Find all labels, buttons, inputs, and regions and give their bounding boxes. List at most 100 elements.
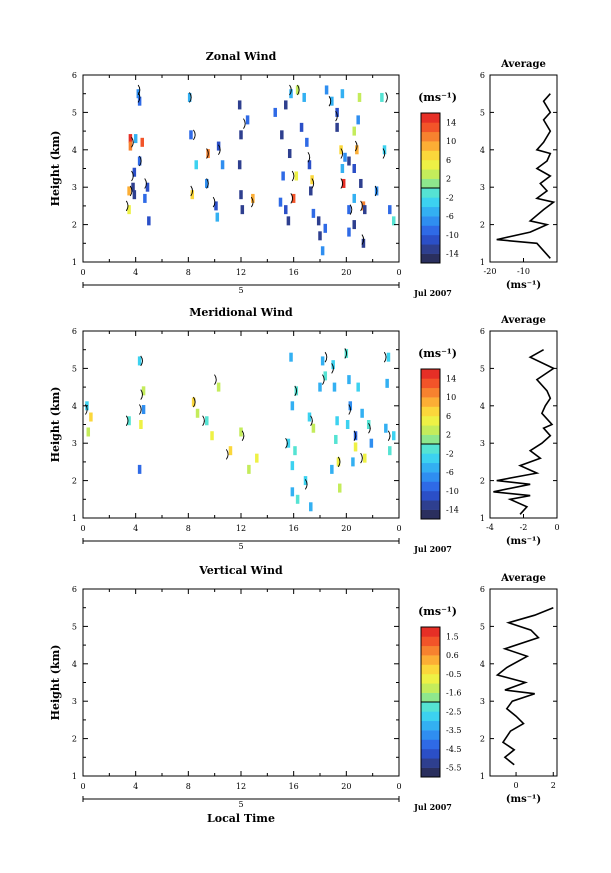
contour-line [206, 178, 209, 189]
contour-line [189, 92, 192, 103]
x-tick-label: 8 [186, 782, 191, 791]
data-cell [369, 438, 374, 448]
data-cell [388, 205, 392, 215]
colorbar-swatch [421, 444, 440, 454]
data-cell [351, 457, 355, 467]
profile-y-tick-label: 3 [480, 183, 485, 192]
y-tick-label: 6 [72, 585, 77, 594]
profile-y-tick-label: 6 [480, 585, 485, 594]
colorbar-swatch [421, 178, 440, 189]
x-tick-label: 8 [186, 268, 191, 277]
contour-line [140, 355, 143, 367]
contour-line [218, 144, 221, 156]
colorbar-swatch [421, 472, 440, 482]
data-cell [380, 92, 384, 102]
data-cell [89, 412, 93, 422]
contour-line [368, 422, 371, 434]
contour-line [331, 363, 334, 374]
data-cell [194, 160, 198, 170]
contour-line [250, 196, 254, 208]
colorbar-tick-label: 1.5 [446, 632, 459, 641]
profile-y-tick-label: 3 [480, 697, 485, 706]
data-cell [290, 487, 295, 497]
data-cell [353, 442, 358, 452]
y-axis-title: Height (km) [49, 387, 62, 463]
colorbar-swatch [421, 490, 440, 501]
data-cell [190, 190, 195, 200]
data-cell [131, 182, 135, 192]
data-cell [303, 476, 308, 486]
contour-line [340, 148, 344, 159]
data-cell [385, 378, 389, 388]
y-tick-label: 3 [72, 697, 77, 706]
colorbar-unit: (ms⁻¹) [418, 347, 457, 360]
contour-line [131, 137, 134, 148]
data-cell [215, 212, 220, 222]
x-tick-label: 12 [236, 524, 246, 533]
y-tick-label: 5 [72, 108, 77, 117]
data-cell [137, 156, 142, 166]
data-cell [339, 145, 343, 155]
data-cell [205, 416, 209, 426]
data-cell [245, 115, 250, 125]
contour-line [193, 396, 196, 408]
contour-line [353, 430, 357, 441]
contour-line [241, 430, 245, 441]
contour-line [328, 95, 332, 107]
colorbar-swatch [421, 141, 440, 151]
data-cell [293, 446, 297, 456]
data-cell [302, 92, 306, 102]
profile-frame [489, 588, 558, 777]
contour-line [243, 118, 246, 129]
colorbar-swatch [421, 369, 440, 379]
profile-title: Average [500, 59, 546, 70]
data-cell [335, 416, 339, 426]
x-tick-label: 16 [289, 268, 299, 277]
contour-line [387, 430, 391, 441]
colorbar-swatch [421, 197, 440, 208]
profile-x-tick-label: -4 [486, 523, 494, 532]
profile-unit: (ms⁻¹) [506, 794, 541, 805]
colorbar-tick-label: -6 [446, 468, 454, 477]
contour-line [361, 234, 365, 245]
contour-line [190, 185, 193, 197]
profile-x-tick-label: -2 [520, 523, 528, 532]
profile-y-tick-label: 6 [480, 327, 485, 336]
profile-y-tick-label: 4 [480, 660, 485, 669]
contour-line [383, 351, 387, 363]
contour-line [297, 84, 300, 96]
contour-line [348, 404, 351, 415]
profile-y-tick-label: 1 [480, 514, 485, 523]
y-tick-label: 5 [72, 622, 77, 631]
colorbar-swatch [421, 453, 440, 464]
data-cell [323, 371, 328, 381]
colorbar-swatch [421, 636, 440, 647]
colorbar-swatch [421, 720, 440, 731]
data-cell [132, 167, 137, 177]
colorbar-swatch [421, 664, 440, 675]
colorbar-swatch [421, 711, 440, 722]
panel-title: Meridional Wind [189, 306, 293, 319]
y-tick-label: 4 [72, 146, 77, 155]
data-cell [352, 126, 356, 136]
x-tick-label: 20 [341, 782, 351, 791]
colorbar-tick-label: -4.5 [446, 745, 461, 754]
data-cell [386, 352, 391, 362]
data-cell [388, 446, 392, 456]
x-tick-label: 12 [236, 782, 246, 791]
data-cell [195, 408, 200, 418]
contour-line [360, 452, 363, 464]
x-tick-label: 0 [80, 268, 85, 277]
x-tick-label: 0 [396, 782, 401, 791]
colorbar-swatch [421, 509, 440, 520]
data-cell [237, 160, 242, 170]
x-tick-label: 0 [80, 782, 85, 791]
contour-line [285, 437, 288, 449]
x-tick-label: 16 [289, 524, 299, 533]
data-cell [340, 89, 345, 99]
colorbar-tick-label: 2 [446, 431, 451, 440]
data-cell [141, 405, 146, 415]
data-cell [361, 238, 366, 248]
data-cell [309, 502, 313, 512]
colorbar-tick-label: 10 [446, 137, 456, 146]
